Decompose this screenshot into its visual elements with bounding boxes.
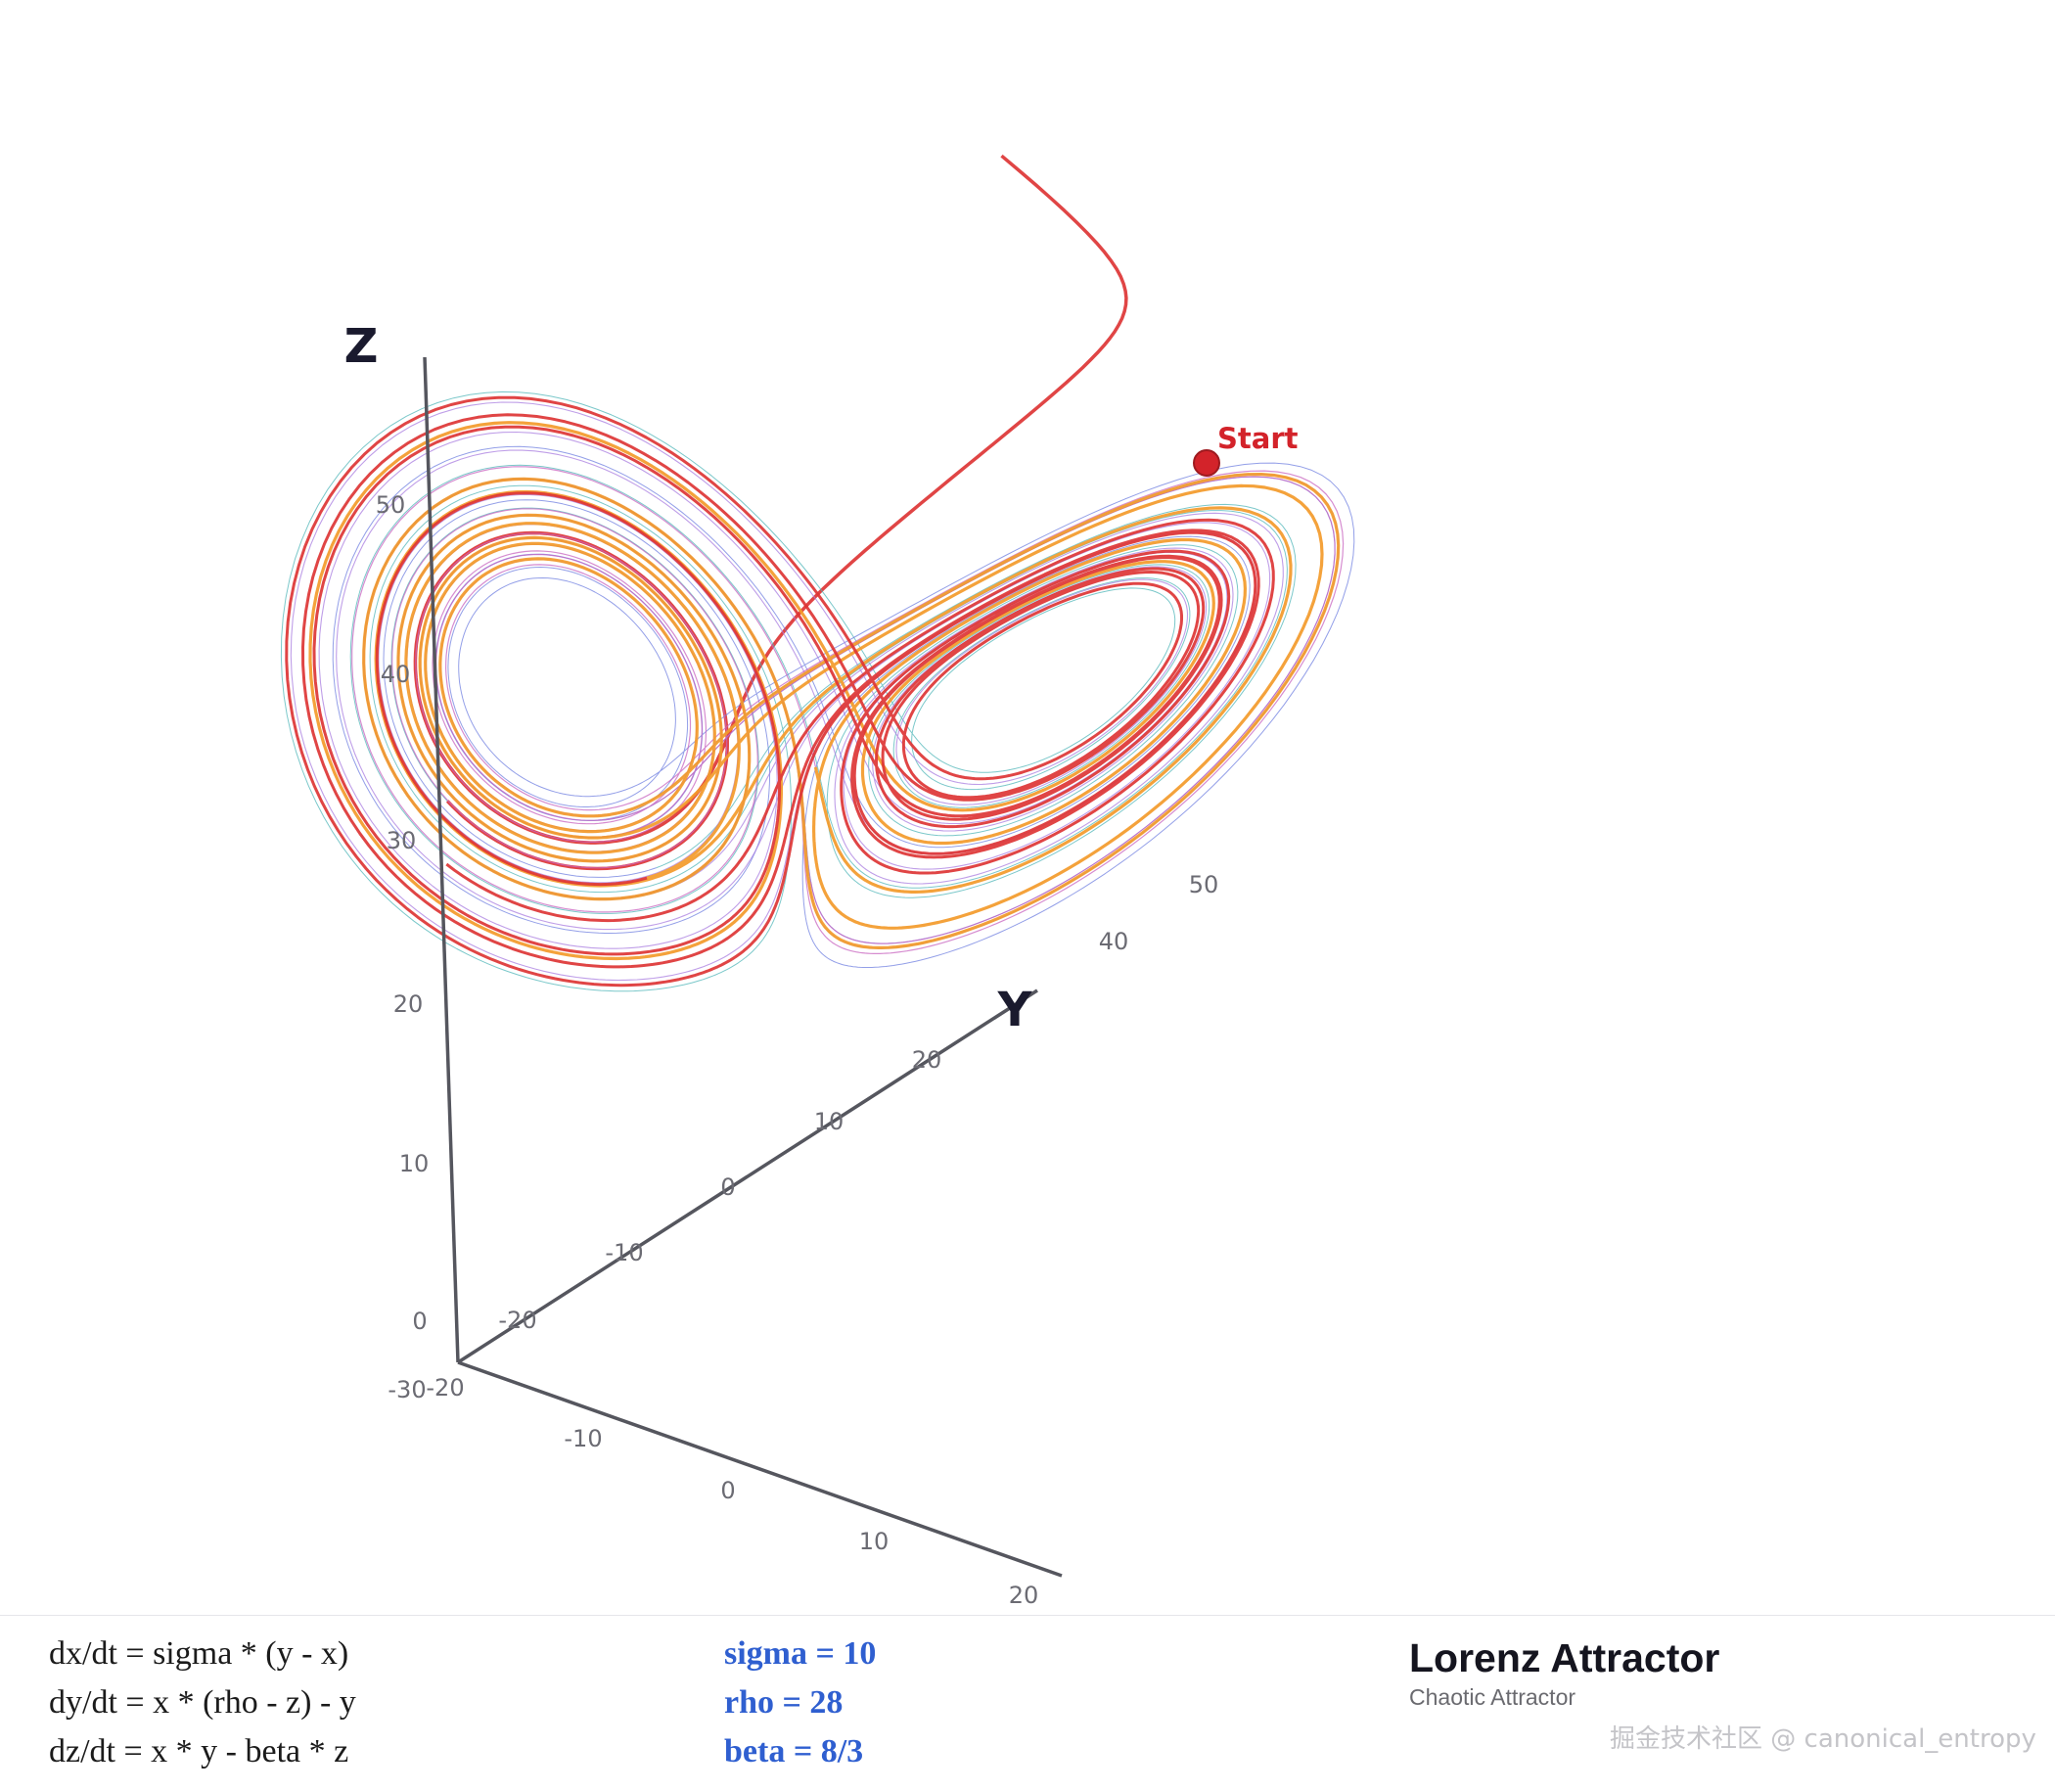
start-label: Start [1217, 422, 1299, 455]
x-axis-line [457, 1360, 1063, 1578]
y-tick-minus-10: -10 [605, 1239, 643, 1266]
x-tick-minus-10: -10 [564, 1425, 602, 1452]
y-axis-line [457, 988, 1038, 1364]
y-tick-minus-20: -20 [498, 1307, 536, 1334]
trajectory-segment-red [285, 395, 1275, 988]
trajectory-layer [280, 154, 1355, 992]
z-tick-0: 0 [412, 1308, 427, 1335]
x-tick-20: 20 [1009, 1582, 1039, 1609]
lorenz-3d-plot[interactable]: 50 40 30 20 10 0 -30 -20 -10 0 10 20 -20… [0, 0, 2055, 1615]
trajectory-segment-violet [290, 401, 1284, 982]
y-tick-10: 10 [814, 1108, 845, 1135]
trajectory-segment-magenta [351, 466, 1345, 954]
y-tick-0: 0 [720, 1173, 735, 1201]
equation-dy: dy/dt = x * (rho - z) - y [49, 1684, 356, 1721]
equation-dz: dz/dt = x * y - beta * z [49, 1733, 349, 1769]
x-tick-10: 10 [859, 1528, 890, 1555]
param-beta: beta = 8/3 [724, 1733, 864, 1769]
y-tick-50: 50 [1189, 871, 1219, 898]
watermark: 掘金技术社区 @ canonical_entropy [1610, 1724, 2036, 1754]
z-tick-10: 10 [399, 1150, 430, 1177]
equations-panel: dx/dt = sigma * (y - x) dy/dt = x * (rho… [0, 1615, 2055, 1792]
trajectory-segment-orange [308, 421, 1341, 961]
x-tick-minus-20: -20 [426, 1374, 464, 1401]
z-tick-50: 50 [376, 491, 406, 519]
z-tick-30: 30 [387, 827, 417, 854]
x-tick-0: 0 [720, 1477, 735, 1504]
z-axis-line [423, 356, 460, 1363]
param-rho: rho = 28 [724, 1684, 844, 1721]
app-subtitle: Chaotic Attractor [1409, 1684, 1576, 1710]
y-tick-20: 20 [912, 1046, 942, 1074]
trajectory-segment-cyan [280, 391, 1297, 992]
z-axis-title: Z [344, 319, 379, 374]
start-marker[interactable] [1193, 449, 1220, 477]
y-tick-40: 40 [1099, 928, 1129, 955]
param-sigma: sigma = 10 [724, 1635, 877, 1672]
z-tick-40: 40 [381, 661, 411, 688]
x-tick-minus-30: -30 [388, 1376, 426, 1403]
z-tick-20: 20 [393, 990, 424, 1018]
app-title: Lorenz Attractor [1409, 1635, 1720, 1680]
y-axis-title: Y [997, 983, 1033, 1037]
equation-dx: dx/dt = sigma * (y - x) [49, 1635, 349, 1672]
